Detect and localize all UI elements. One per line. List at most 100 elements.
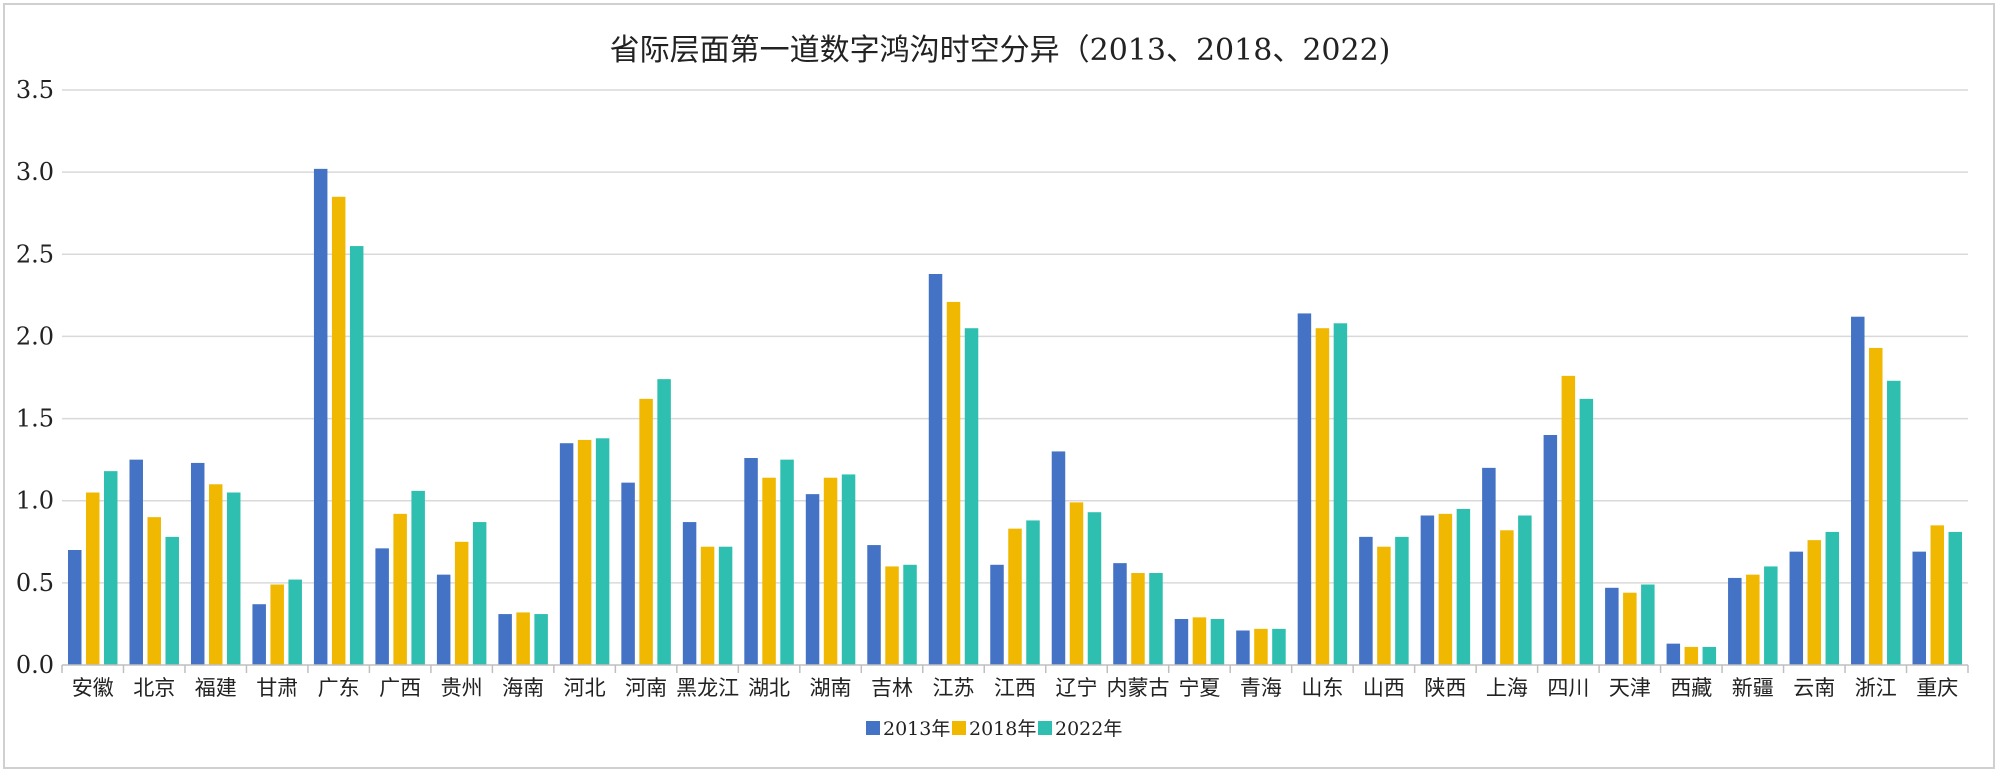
legend-swatch — [952, 721, 966, 735]
category-label: 内蒙古 — [1106, 676, 1169, 700]
y-tick-label: 2.5 — [16, 240, 54, 268]
bar-2013年-湖南 — [805, 494, 820, 665]
bar-2018年-广东 — [331, 196, 346, 666]
y-tick-label: 1.5 — [16, 405, 54, 433]
bar-2013年-海南 — [498, 614, 512, 665]
category-label: 北京 — [133, 676, 175, 700]
bar-2022年-天津 — [1641, 584, 1655, 665]
bar-2022年-海南 — [534, 614, 548, 665]
bar-2018年-辽宁 — [1069, 502, 1084, 665]
y-tick-label: 1.0 — [16, 487, 54, 515]
bar-2013年-青海 — [1236, 630, 1250, 665]
y-tick-label: 3.5 — [16, 76, 54, 104]
bar-2018年-浙江 — [1869, 347, 1883, 665]
y-axis-ticks: 0.0 0.5 1.0 1.5 2.0 2.5 3.0 3.5 — [16, 76, 54, 679]
legend: 2013年 2018年 2022年 — [866, 718, 1122, 740]
gridlines — [62, 89, 1968, 584]
bar-2013年-山东 — [1297, 313, 1312, 665]
bar-2013年-贵州 — [436, 574, 451, 665]
bar-2013年-内蒙古 — [1113, 563, 1127, 665]
category-label: 重庆 — [1916, 676, 1958, 700]
category-label: 浙江 — [1855, 676, 1897, 700]
bar-2018年-上海 — [1500, 530, 1514, 665]
bar-2013年-广东 — [313, 168, 328, 666]
bar-2013年-四川 — [1543, 435, 1558, 665]
category-label: 河北 — [564, 676, 606, 700]
bar-2022年-青海 — [1272, 628, 1286, 665]
bar-2022年-内蒙古 — [1149, 573, 1163, 665]
y-tick-label: 3.0 — [16, 158, 54, 186]
category-label: 上海 — [1486, 676, 1528, 700]
category-labels: 安徽 北京 福建 甘肃 广东 广西 贵州 海南 河北 河南 黑龙江 湖北 湖南 吉林 江苏 江西 辽宁 内蒙古 宁夏… — [72, 676, 1959, 700]
category-label: 四川 — [1547, 676, 1589, 700]
bar-2022年-安徽 — [103, 471, 118, 665]
bar-2018年-云南 — [1807, 540, 1822, 665]
category-label: 福建 — [195, 676, 237, 700]
bar-2022年-湖南 — [841, 474, 856, 665]
chart-title: 省际层面第一道数字鸿沟时空分异（2013、2018、2022) — [610, 33, 1391, 68]
bar-2018年-江苏 — [946, 301, 961, 665]
legend-label: 2018年 — [969, 718, 1036, 740]
bar-2018年-青海 — [1254, 628, 1268, 665]
bar-2013年-湖北 — [744, 458, 758, 665]
category-label: 青海 — [1240, 676, 1282, 700]
bar-2018年-内蒙古 — [1131, 573, 1145, 665]
bar-2018年-吉林 — [885, 566, 899, 665]
bar-2022年-黑龙江 — [718, 546, 733, 665]
bar-2013年-山西 — [1359, 536, 1373, 665]
bar-2022年-江苏 — [964, 328, 979, 665]
category-label: 山东 — [1301, 676, 1343, 700]
bar-2018年-宁夏 — [1192, 617, 1207, 665]
bar-2013年-江西 — [990, 564, 1004, 665]
category-label: 江西 — [994, 676, 1036, 700]
bar-2018年-河北 — [577, 439, 592, 665]
bar-2018年-海南 — [516, 612, 530, 665]
bar-2022年-山东 — [1333, 323, 1348, 665]
bar-2018年-山东 — [1315, 328, 1330, 665]
bar-2022年-湖北 — [780, 459, 794, 665]
category-label: 甘肃 — [256, 676, 298, 700]
category-label: 广西 — [379, 676, 421, 700]
bar-2013年-安徽 — [67, 550, 82, 665]
bar-2013年-上海 — [1482, 467, 1496, 665]
category-label: 安徽 — [72, 676, 114, 700]
category-label: 吉林 — [871, 676, 913, 700]
category-label: 山西 — [1363, 676, 1405, 700]
bar-2013年-甘肃 — [252, 604, 266, 665]
bar-2022年-辽宁 — [1087, 512, 1102, 665]
category-label: 辽宁 — [1055, 676, 1097, 700]
bar-2018年-四川 — [1561, 375, 1576, 665]
bar-2022年-广西 — [411, 490, 425, 665]
bar-2018年-河南 — [639, 398, 653, 665]
category-label: 湖南 — [810, 676, 852, 700]
category-label: 湖北 — [748, 676, 790, 700]
y-tick-label: 2.0 — [16, 322, 54, 350]
bar-2022年-北京 — [165, 536, 179, 665]
bar-2022年-江西 — [1026, 520, 1040, 665]
bar-2022年-贵州 — [472, 522, 487, 665]
category-label: 江苏 — [933, 676, 975, 700]
bar-2022年-山西 — [1395, 536, 1409, 665]
y-tick-label: 0.0 — [16, 651, 54, 679]
bar-2022年-四川 — [1579, 398, 1594, 665]
bar-2018年-安徽 — [85, 492, 100, 665]
bar-2022年-云南 — [1825, 531, 1840, 665]
bar-2022年-新疆 — [1764, 566, 1778, 665]
category-label: 河南 — [625, 676, 667, 700]
bar-2018年-重庆 — [1930, 525, 1945, 665]
legend-label: 2022年 — [1055, 718, 1122, 740]
bar-2022年-西藏 — [1702, 646, 1717, 665]
bar-2013年-天津 — [1605, 587, 1619, 665]
bar-2018年-甘肃 — [270, 584, 284, 665]
bar-2022年-河北 — [595, 438, 610, 665]
category-label: 天津 — [1609, 676, 1651, 700]
bar-2018年-西藏 — [1684, 646, 1699, 665]
legend-swatch — [1038, 721, 1052, 735]
bar-2022年-福建 — [226, 492, 241, 665]
bar-2018年-福建 — [208, 484, 223, 665]
bar-2013年-宁夏 — [1174, 619, 1189, 665]
bar-2013年-新疆 — [1728, 577, 1742, 665]
category-label: 宁夏 — [1178, 676, 1220, 700]
bar-2022年-吉林 — [903, 564, 917, 665]
